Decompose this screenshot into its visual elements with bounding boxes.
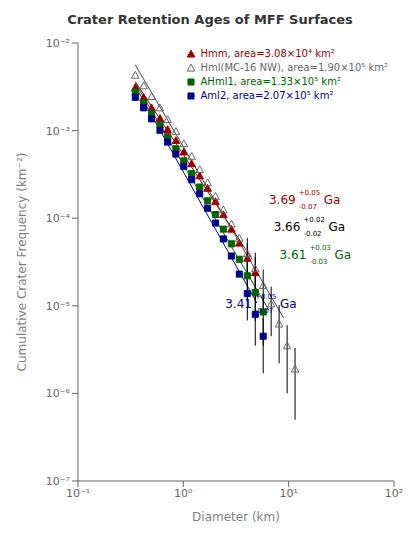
html-text:Aml2, area=2.07×10⁵ km²: Aml2, area=2.07×10⁵ km² — [200, 90, 334, 101]
svg-text:Ga: Ga — [324, 193, 341, 207]
svg-text:10⁻³: 10⁻³ — [46, 125, 70, 138]
svg-text:-0.02: -0.02 — [303, 230, 321, 238]
html-text:Hml(MC-16 NW), area=1.90×10⁵ k: Hml(MC-16 NW), area=1.90×10⁵ km² — [200, 62, 388, 73]
html-text:Hmm, area=3.08×10⁴ km²: Hmm, area=3.08×10⁴ km² — [200, 48, 335, 59]
svg-text:Diameter (km): Diameter (km) — [192, 510, 280, 524]
svg-text:10¹: 10¹ — [279, 487, 297, 500]
svg-text:10⁻¹: 10⁻¹ — [66, 487, 90, 500]
svg-text:3.66: 3.66 — [274, 220, 301, 234]
svg-text:10⁻⁵: 10⁻⁵ — [46, 300, 70, 313]
svg-text:Cumulative Crater Frequency (k: Cumulative Crater Frequency (km⁻²) — [15, 153, 29, 372]
svg-text:Ga: Ga — [334, 248, 351, 262]
svg-text:Ga: Ga — [280, 297, 297, 311]
svg-text:Ga: Ga — [328, 220, 345, 234]
svg-text:+0.03: +0.03 — [309, 244, 330, 252]
svg-text:-0.07: -0.07 — [255, 307, 273, 315]
svg-text:10⁻²: 10⁻² — [46, 37, 70, 50]
svg-text:-0.03: -0.03 — [309, 258, 327, 266]
svg-text:+0.05: +0.05 — [255, 293, 276, 301]
html-text:Crater Retention Ages of MFF S: Crater Retention Ages of MFF Surfaces — [67, 12, 353, 27]
svg-text:10⁻⁷: 10⁻⁷ — [46, 475, 70, 488]
svg-text:10⁻⁶: 10⁻⁶ — [46, 387, 71, 400]
svg-text:10⁰: 10⁰ — [174, 487, 193, 500]
svg-text:10²: 10² — [385, 487, 403, 500]
svg-text:3.41: 3.41 — [225, 297, 252, 311]
svg-text:-0.07: -0.07 — [299, 203, 317, 211]
svg-text:3.69: 3.69 — [269, 193, 296, 207]
svg-text:3.61: 3.61 — [280, 248, 307, 262]
svg-text:+0.02: +0.02 — [303, 216, 324, 224]
html-text:AHml1, area=1.33×10⁵ km²: AHml1, area=1.33×10⁵ km² — [200, 76, 341, 87]
svg-text:10⁻⁴: 10⁻⁴ — [46, 212, 71, 225]
svg-text:+0.05: +0.05 — [299, 189, 320, 197]
